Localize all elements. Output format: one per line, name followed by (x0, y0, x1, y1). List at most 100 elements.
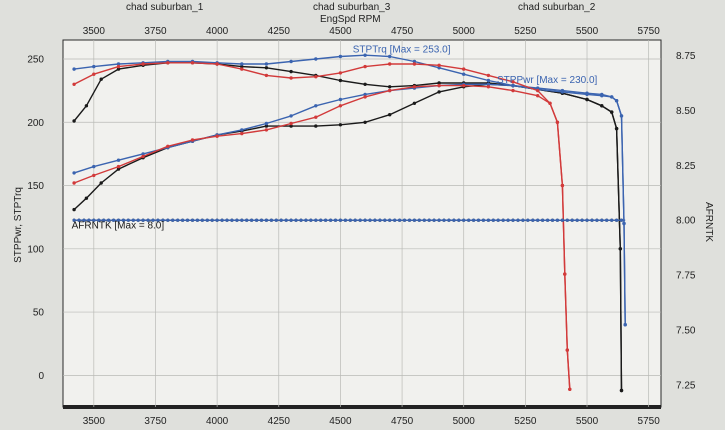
annotation-0: STPTrq [Max = 253.0] (353, 45, 451, 56)
series-chad-suburban-3-afrntk-point-36 (250, 218, 254, 222)
series-chad-suburban-3-afrntk-point-15 (146, 218, 150, 222)
x-tick-top-9: 5750 (638, 26, 661, 37)
series-chad-suburban-2-stptrq-point-11 (338, 71, 343, 75)
series-chad-suburban-3-stptrq-point-0 (72, 67, 76, 71)
series-chad-suburban-3-afrntk-point-38 (259, 218, 264, 222)
x-tick-top-2: 4000 (206, 26, 229, 37)
series-chad-suburban-3-afrntk-point-39 (264, 218, 268, 222)
series-chad-suburban-3-afrntk-point-53 (333, 218, 338, 222)
x-tick-top-0: 3500 (83, 26, 106, 37)
series-chad-suburban-2-stptrq-point-7 (240, 67, 244, 71)
annotation-1: STPPwr [Max = 230.0] (497, 75, 598, 86)
x-tick-bottom-8: 5500 (576, 416, 599, 427)
series-chad-suburban-1-stptrq-point-14 (388, 85, 392, 89)
series-chad-suburban-2-stppwr-point-16 (462, 83, 466, 88)
series-chad-suburban-3-stppwr-point-7 (240, 128, 244, 132)
series-chad-suburban-3-stptrq-point-12 (363, 53, 367, 57)
series-chad-suburban-3-afrntk-point-105 (590, 218, 594, 222)
series-chad-suburban-3-stptrq-point-1 (92, 64, 96, 69)
series-chad-suburban-2-stppwr-point-21 (555, 120, 560, 125)
series-chad-suburban-2-stptrq-point-10 (314, 75, 318, 79)
series-chad-suburban-3-afrntk-point-100 (565, 218, 569, 222)
series-chad-suburban-3-afrntk-point-17 (156, 218, 160, 222)
series-chad-suburban-3-stppwr-point-23 (610, 95, 614, 99)
series-chad-suburban-3-afrntk-point-6 (102, 218, 106, 222)
series-chad-suburban-3-afrntk-point-79 (462, 218, 466, 222)
series-chad-suburban-3-afrntk-point-76 (447, 218, 451, 222)
series-chad-suburban-2-stppwr-point-17 (486, 85, 491, 89)
series-chad-suburban-3-afrntk-point-81 (472, 218, 476, 222)
series-chad-suburban-2-stptrq-point-17 (486, 73, 491, 78)
series-chad-suburban-3-stptrq-point-10 (314, 57, 318, 61)
series-chad-suburban-3-afrntk-point-19 (166, 218, 170, 222)
series-chad-suburban-3-afrntk-point-30 (220, 218, 224, 222)
x-tick-bottom-9: 5750 (638, 416, 661, 427)
series-chad-suburban-2-stppwr-point-5 (190, 138, 195, 142)
series-chad-suburban-3-afrntk-point-64 (388, 218, 392, 222)
y-right-tick-3: 8.00 (676, 216, 696, 227)
series-chad-suburban-3-stppwr-point-20 (560, 88, 565, 93)
series-chad-suburban-3-afrntk-point-55 (343, 218, 347, 222)
y-right-tick-4: 8.25 (676, 161, 696, 172)
x-tick-top-1: 3750 (144, 26, 167, 37)
series-chad-suburban-3-afrntk-point-40 (269, 218, 273, 222)
x-tick-bottom-1: 3750 (144, 416, 167, 427)
series-chad-suburban-3-stptrq-point-14 (412, 59, 417, 64)
series-chad-suburban-1-stppwr-point-13 (363, 120, 367, 125)
series-chad-suburban-2-stppwr-point-19 (536, 94, 540, 98)
plot-frame (62, 39, 662, 408)
series-chad-suburban-3-afrntk-point-94 (536, 218, 540, 222)
x-axis-title: EngSpd RPM (320, 14, 381, 25)
series-chad-suburban-2-stptrq-point-13 (388, 62, 392, 66)
series-chad-suburban-3-afrntk-point-89 (511, 218, 515, 222)
series-chad-suburban-3-afrntk-point-90 (516, 218, 520, 222)
series-chad-suburban-2-stptrq-point-19 (536, 88, 540, 93)
series-chad-suburban-3-stppwr-point-25 (619, 114, 624, 118)
y-right-axis-title: AFRNTK (703, 202, 714, 242)
series-chad-suburban-3-afrntk-point-12 (131, 218, 135, 222)
series-chad-suburban-3-stppwr-point-19 (536, 86, 540, 90)
series-chad-suburban-3-stptrq-point-13 (388, 54, 392, 59)
series-chad-suburban-1-stppwr-point-10 (289, 124, 293, 128)
y-left-tick-0: 0 (38, 371, 44, 382)
series-chad-suburban-1-stppwr-point-11 (314, 124, 318, 128)
series-chad-suburban-3-afrntk-point-77 (452, 218, 456, 222)
top-tick-labels: 3500 3750 4000 4250 4500 4750 5000 5250 5500 5750 (83, 26, 661, 37)
series-chad-suburban-3-stppwr-point-27 (623, 323, 627, 327)
series-chad-suburban-2-stppwr-point-23 (563, 272, 567, 276)
series-chad-suburban-1-stppwr-point-12 (338, 123, 343, 127)
series-chad-suburban-3-afrntk-point-42 (279, 218, 283, 222)
series-chad-suburban-1-stptrq-point-10 (289, 69, 293, 74)
series-chad-suburban-2-stppwr-point-1 (92, 173, 96, 178)
series-chad-suburban-3-afrntk-point-58 (358, 218, 362, 222)
series-chad-suburban-3-afrntk-point-13 (136, 218, 140, 222)
y-left-tick-1: 50 (33, 308, 45, 319)
series-chad-suburban-2-stptrq-point-9 (289, 76, 293, 80)
series-chad-suburban-2-stptrq-point-14 (412, 62, 417, 66)
series-chad-suburban-3-afrntk-point-97 (550, 218, 555, 222)
series-chad-suburban-3-stppwr-point-11 (338, 97, 343, 102)
series-chad-suburban-3-stppwr-point-17 (486, 82, 491, 87)
series-chad-suburban-3-afrntk-point-8 (112, 218, 116, 222)
series-chad-suburban-3-afrntk-point-47 (304, 218, 308, 222)
series-chad-suburban-3-afrntk-point-71 (422, 218, 426, 222)
series-chad-suburban-2-stptrq-point-8 (264, 73, 269, 78)
series-chad-suburban-3-afrntk-point-31 (225, 218, 229, 222)
x-tick-bottom-3: 4250 (268, 416, 291, 427)
series-chad-suburban-3-afrntk-point-29 (215, 218, 219, 222)
y-right-tick-6: 8.75 (676, 51, 696, 62)
series-chad-suburban-3-afrntk-point-10 (121, 218, 125, 222)
series-chad-suburban-3-afrntk-point-18 (161, 218, 165, 222)
series-chad-suburban-2-stppwr-point-12 (363, 95, 367, 99)
series-chad-suburban-3-afrntk-point-33 (235, 218, 239, 222)
y-right-tick-5: 8.50 (676, 106, 696, 117)
series-chad-suburban-3-afrntk-point-69 (412, 218, 416, 222)
series-chad-suburban-3-afrntk-point-107 (600, 218, 604, 222)
series-chad-suburban-3-stppwr-point-10 (314, 104, 318, 108)
series-chad-suburban-3-afrntk-point-25 (195, 218, 199, 222)
series-chad-suburban-3-afrntk-point-68 (407, 218, 412, 222)
series-chad-suburban-1-stptrq-point-3 (116, 67, 121, 71)
series-chad-suburban-3-stptrq-point-11 (338, 54, 343, 59)
x-tick-top-6: 5000 (453, 26, 476, 37)
x-tick-top-8: 5500 (576, 26, 599, 37)
